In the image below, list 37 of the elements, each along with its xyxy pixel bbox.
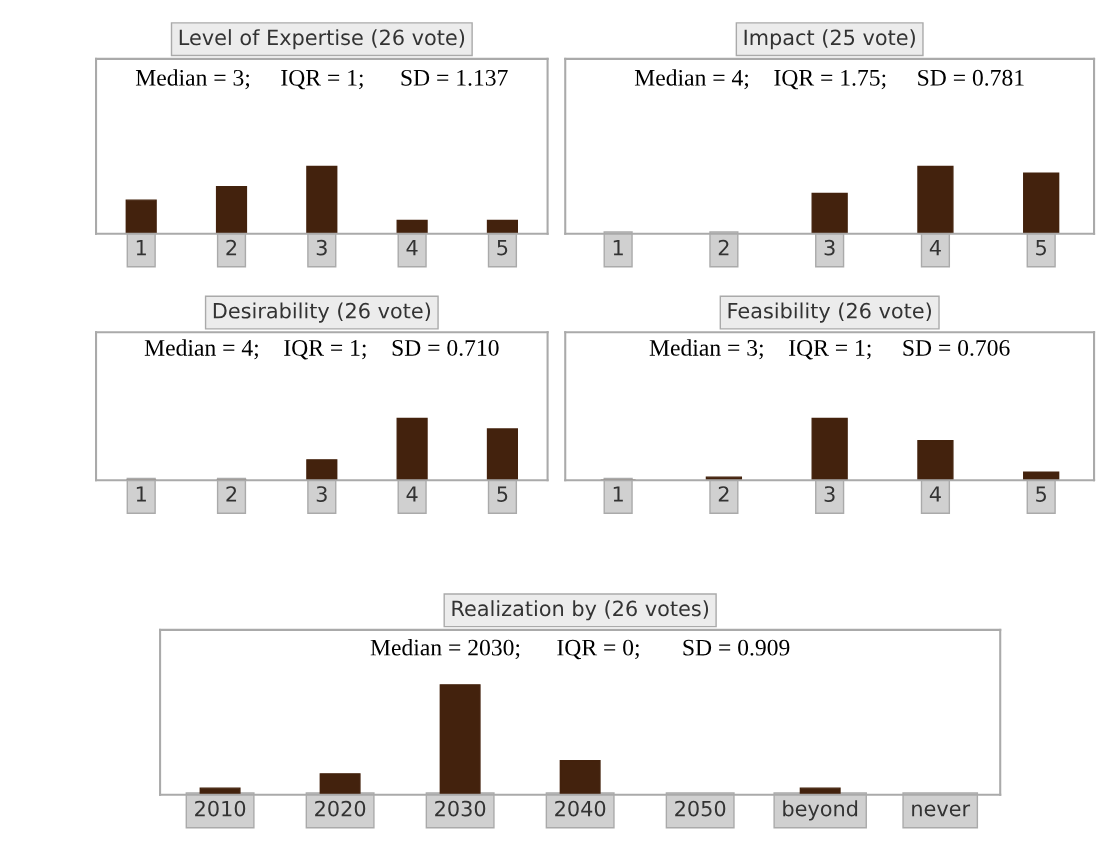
chart-title: Level of Expertise (26 vote)	[179, 29, 465, 50]
x-tick-label: 2050	[675, 800, 726, 817]
x-tick-label: 2030	[435, 800, 486, 817]
x-tick-label: 2	[226, 239, 237, 256]
text: Median = 3; IQR = 1; SD = 0.706	[649, 339, 1010, 360]
x-tick-label: 4	[929, 486, 941, 502]
text: Median = 2030; IQR = 0; SD = 0.909	[370, 638, 790, 660]
x-tick-label: 4	[406, 486, 418, 502]
x-tick-label: 2	[718, 239, 729, 256]
x-tick-label: 1	[136, 486, 146, 502]
chart-title: Impact (25 vote)	[744, 29, 915, 50]
x-tick-label: 5	[1036, 239, 1046, 256]
x-tick-label: 3	[824, 239, 835, 256]
x-tick-label: 3	[824, 486, 835, 502]
x-tick-label: 2	[718, 486, 729, 502]
x-tick-label: 2010	[195, 800, 246, 817]
x-tick-label: 4	[406, 239, 418, 256]
x-tick-label: 2040	[555, 800, 606, 817]
x-tick-label: 5	[497, 239, 508, 256]
x-tick-label: 2	[226, 486, 237, 502]
chart-title: Desirability (26 vote)	[213, 302, 431, 323]
x-tick-label: 3	[316, 486, 327, 502]
x-tick-label: 2020	[315, 800, 366, 817]
x-tick-label: 4	[929, 239, 941, 256]
x-tick-label: 3	[316, 239, 327, 256]
text: Median = 4; IQR = 1.75; SD = 0.781	[634, 69, 1024, 90]
chart-title: Feasibility (26 vote)	[728, 302, 931, 323]
text: Median = 4; IQR = 1; SD = 0.710	[144, 339, 499, 360]
x-tick-label: 5	[497, 486, 508, 502]
x-tick-label: never	[912, 804, 971, 817]
x-tick-label: 1	[613, 486, 623, 502]
x-tick-label: 5	[1036, 486, 1046, 502]
x-tick-label: beyond	[783, 800, 858, 821]
x-tick-label: 1	[613, 239, 623, 256]
text: Median = 3; IQR = 1; SD = 1.137	[135, 69, 508, 90]
chart-title: Realization by (26 votes)	[452, 600, 709, 621]
x-tick-label: 1	[136, 239, 146, 256]
